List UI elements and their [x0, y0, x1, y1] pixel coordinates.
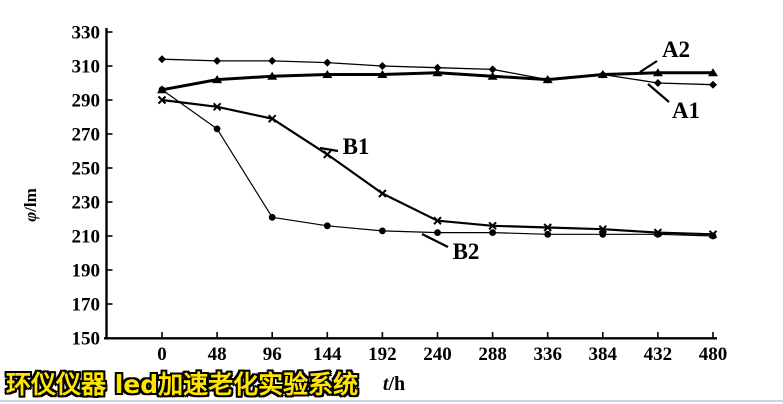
bottom-edge-line: [0, 400, 783, 402]
y-tick-label-310: 310: [72, 57, 101, 78]
annotation-B1-text: B1: [343, 134, 370, 159]
series-A2-marker: [212, 75, 223, 84]
series-B1: [157, 95, 718, 239]
annotation-A2: A2: [639, 37, 690, 73]
annotation-A2-text: A2: [662, 37, 690, 62]
annotation-B1: B1: [319, 134, 370, 159]
series-A2-marker: [377, 70, 388, 78]
series-B2-marker: [158, 86, 166, 94]
annotation-B1-leader: [319, 146, 339, 153]
series-B1-marker: [157, 95, 167, 105]
x-tick-label-480: 480: [699, 344, 728, 365]
x-tick-label-48: 48: [208, 344, 227, 365]
series-A1-marker: [433, 63, 442, 72]
watermark-text: 环仪仪器 led加速老化实验系统: [6, 370, 359, 399]
series-A2-marker: [652, 68, 663, 77]
x-tick-label-288: 288: [478, 344, 507, 365]
series-A1-marker: [488, 65, 497, 74]
x-tick-label-144: 144: [313, 344, 342, 365]
series-B2-marker: [654, 230, 662, 238]
annotation-A1-leader: [647, 83, 670, 103]
x-axis-title: t/h: [383, 373, 405, 395]
series-A1-marker: [653, 79, 662, 87]
x-tick-label-432: 432: [644, 344, 673, 365]
series-A1: [158, 55, 717, 89]
annotation-A1-text: A1: [672, 98, 700, 123]
series-B2-marker: [213, 125, 221, 133]
series-B2-marker: [709, 232, 717, 240]
series-A2-marker: [487, 71, 498, 80]
series-A2-marker: [267, 71, 278, 80]
x-tick-label-96: 96: [263, 344, 282, 365]
x-tick-label-384: 384: [589, 344, 618, 365]
series-B2-marker: [489, 229, 496, 237]
y-tick-label-190: 190: [72, 261, 101, 282]
series-B2: [158, 86, 717, 240]
series-B1-marker: [488, 221, 497, 231]
series-B1-line: [161, 98, 714, 236]
annotation-A2-leader: [639, 60, 658, 73]
series-A2-marker: [432, 68, 443, 77]
annotation-B2-leader: [421, 233, 449, 248]
series-B2-marker: [379, 227, 386, 235]
series-B2-marker: [268, 213, 276, 221]
series-B1-marker: [267, 114, 277, 123]
y-tick-label-230: 230: [72, 193, 101, 214]
series-B1-marker: [433, 216, 442, 225]
y-tick-label-210: 210: [72, 227, 101, 248]
series-B2-marker: [544, 230, 552, 238]
series-A1-marker: [213, 56, 222, 65]
series-B1-marker: [543, 223, 552, 232]
series-B2-marker: [434, 229, 441, 237]
x-tick-label-240: 240: [423, 344, 452, 365]
series-A1-marker: [709, 80, 717, 89]
annotation-B2: B2: [421, 233, 480, 264]
series-A1-marker: [268, 56, 277, 65]
y-axis-title: φ/lm: [21, 188, 40, 222]
y-tick-label-250: 250: [72, 159, 101, 180]
y-tick-label-330: 330: [72, 23, 101, 44]
series-A2-marker: [597, 70, 608, 78]
series-A2-marker: [322, 70, 333, 78]
series-A2-marker: [542, 75, 553, 84]
annotation-B2-text: B2: [453, 239, 480, 264]
series-B1-marker: [212, 102, 222, 112]
series-B1-marker: [378, 189, 387, 198]
y-tick-label-270: 270: [72, 125, 101, 146]
x-tick-label-0: 0: [157, 344, 167, 365]
series-A2: [157, 68, 718, 94]
y-tick-label-170: 170: [72, 295, 101, 316]
series-B2-marker: [323, 222, 331, 230]
annotation-A1: A1: [647, 83, 700, 123]
series-A1-marker: [158, 55, 166, 64]
series-A1-marker: [378, 62, 387, 70]
series-B2-marker: [599, 230, 607, 238]
series-A2-marker: [708, 68, 718, 77]
x-tick-label-192: 192: [368, 344, 397, 365]
x-tick-label-336: 336: [533, 344, 562, 365]
series-A1-marker: [323, 58, 332, 67]
y-tick-label-290: 290: [72, 91, 101, 112]
series-B1-marker: [598, 224, 608, 234]
y-tick-label-150: 150: [72, 329, 101, 350]
series-B1-marker: [323, 150, 332, 159]
